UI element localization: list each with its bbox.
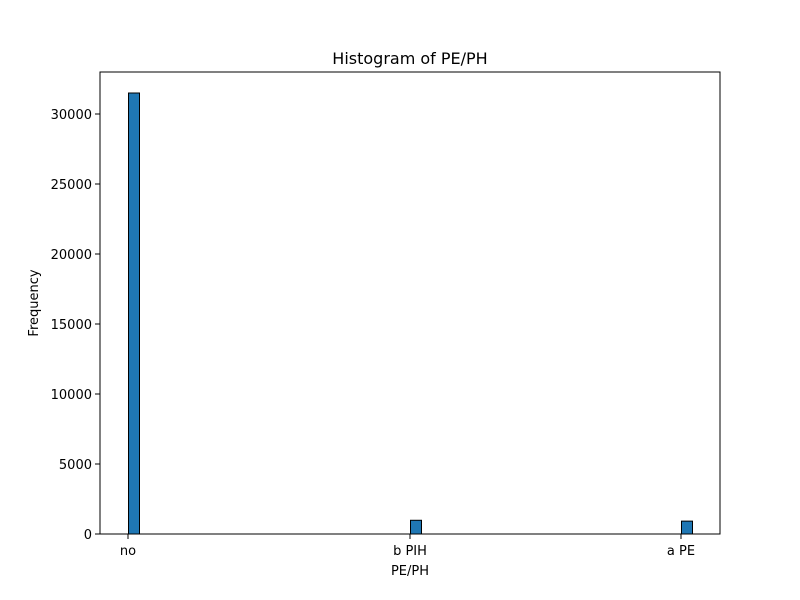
x-ticks-group: no b PIH a PE (120, 534, 695, 559)
histogram-bar (128, 92, 140, 535)
y-tick-label: 25000 (51, 178, 92, 193)
y-ticks-group: 0 5000 10000 15000 20000 25000 30000 (51, 108, 100, 543)
y-tick-label: 10000 (51, 388, 92, 403)
x-tick-label: a PE (667, 544, 695, 559)
y-tick-label: 0 (84, 528, 92, 543)
chart-title: Histogram of PE/PH (332, 49, 487, 68)
y-tick-label: 30000 (51, 108, 92, 123)
y-tick-label: 5000 (59, 458, 92, 473)
histogram-bar (410, 519, 422, 535)
y-axis-label: Frequency (27, 269, 42, 336)
x-axis-label: PE/PH (391, 564, 429, 579)
plot-frame (99, 71, 721, 535)
x-tick-label: no (120, 544, 136, 559)
y-tick-label: 15000 (51, 318, 92, 333)
x-tick-label: b PIH (393, 544, 427, 559)
y-tick-label: 20000 (51, 248, 92, 263)
histogram-bar (681, 520, 693, 535)
bars-group (128, 92, 693, 535)
